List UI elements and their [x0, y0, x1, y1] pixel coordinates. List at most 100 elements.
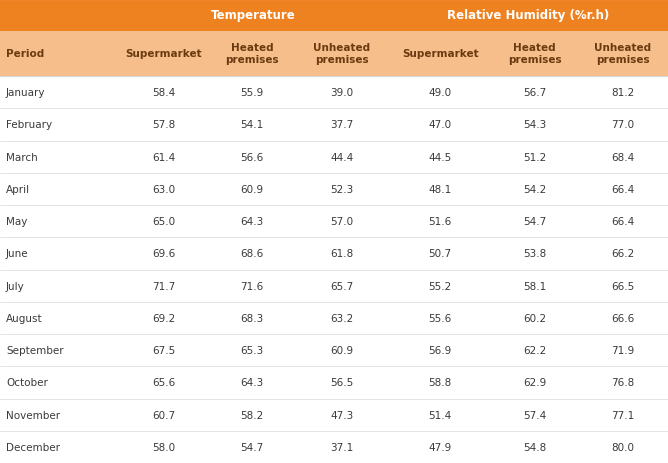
Text: 66.4: 66.4: [611, 217, 635, 227]
Text: 56.5: 56.5: [330, 377, 353, 388]
Text: 77.0: 77.0: [611, 120, 635, 130]
Text: 81.2: 81.2: [611, 88, 635, 98]
Text: 67.5: 67.5: [152, 345, 176, 356]
Text: 61.8: 61.8: [330, 249, 353, 259]
Text: 37.7: 37.7: [330, 120, 353, 130]
Text: 68.6: 68.6: [240, 249, 264, 259]
Text: 51.2: 51.2: [523, 152, 546, 163]
Text: 54.2: 54.2: [523, 184, 546, 194]
Text: 47.0: 47.0: [429, 120, 452, 130]
Text: 62.2: 62.2: [523, 345, 546, 356]
Text: 56.9: 56.9: [428, 345, 452, 356]
Text: 54.7: 54.7: [523, 217, 546, 227]
Text: 61.4: 61.4: [152, 152, 176, 163]
Text: 44.4: 44.4: [330, 152, 353, 163]
Text: 77.1: 77.1: [611, 410, 635, 420]
Bar: [0, 431, 668, 463]
Text: June: June: [6, 249, 29, 259]
Text: 44.5: 44.5: [428, 152, 452, 163]
Text: July: July: [6, 281, 25, 291]
Text: 66.4: 66.4: [611, 184, 635, 194]
Text: 51.4: 51.4: [428, 410, 452, 420]
Text: 71.9: 71.9: [611, 345, 635, 356]
Text: 63.2: 63.2: [330, 313, 353, 323]
Text: 60.2: 60.2: [523, 313, 546, 323]
Text: 66.2: 66.2: [611, 249, 635, 259]
Text: 65.7: 65.7: [330, 281, 353, 291]
Text: September: September: [6, 345, 63, 356]
Text: 51.6: 51.6: [428, 217, 452, 227]
Text: 62.9: 62.9: [523, 377, 546, 388]
Text: 57.0: 57.0: [330, 217, 353, 227]
Text: 69.2: 69.2: [152, 313, 176, 323]
Bar: [0, 141, 668, 173]
Text: October: October: [6, 377, 48, 388]
Text: 66.5: 66.5: [611, 281, 635, 291]
Text: 65.0: 65.0: [152, 217, 176, 227]
Bar: [0, 334, 668, 366]
Bar: [0, 270, 668, 302]
Text: 63.0: 63.0: [152, 184, 176, 194]
Bar: [0, 302, 668, 334]
Bar: [0, 0, 668, 31]
Text: 68.3: 68.3: [240, 313, 264, 323]
Text: 64.3: 64.3: [240, 217, 264, 227]
Text: 55.2: 55.2: [428, 281, 452, 291]
Text: 69.6: 69.6: [152, 249, 176, 259]
Text: 55.6: 55.6: [428, 313, 452, 323]
Text: 58.1: 58.1: [523, 281, 546, 291]
Text: 47.9: 47.9: [428, 442, 452, 452]
Bar: [0, 238, 668, 270]
Text: Supermarket: Supermarket: [126, 49, 202, 59]
Text: Temperature: Temperature: [211, 9, 296, 22]
Text: February: February: [6, 120, 52, 130]
Text: 65.3: 65.3: [240, 345, 264, 356]
Text: March: March: [6, 152, 38, 163]
Bar: [0, 31, 668, 77]
Text: 64.3: 64.3: [240, 377, 264, 388]
Text: 58.2: 58.2: [240, 410, 264, 420]
Text: 54.3: 54.3: [523, 120, 546, 130]
Text: Period: Period: [6, 49, 44, 59]
Text: 47.3: 47.3: [330, 410, 353, 420]
Text: 65.6: 65.6: [152, 377, 176, 388]
Text: 71.6: 71.6: [240, 281, 264, 291]
Text: 66.6: 66.6: [611, 313, 635, 323]
Text: 56.6: 56.6: [240, 152, 264, 163]
Text: 39.0: 39.0: [330, 88, 353, 98]
Text: April: April: [6, 184, 30, 194]
Text: 54.1: 54.1: [240, 120, 264, 130]
Text: Relative Humidity (%r.h): Relative Humidity (%r.h): [447, 9, 609, 22]
Text: 48.1: 48.1: [428, 184, 452, 194]
Text: 57.8: 57.8: [152, 120, 176, 130]
Text: 58.0: 58.0: [152, 442, 176, 452]
Text: Unheated
premises: Unheated premises: [313, 44, 370, 65]
Text: 37.1: 37.1: [330, 442, 353, 452]
Text: 76.8: 76.8: [611, 377, 635, 388]
Text: 55.9: 55.9: [240, 88, 264, 98]
Text: 52.3: 52.3: [330, 184, 353, 194]
Text: 60.9: 60.9: [330, 345, 353, 356]
Bar: [0, 399, 668, 431]
Text: Unheated
premises: Unheated premises: [595, 44, 651, 65]
Text: November: November: [6, 410, 60, 420]
Bar: [0, 173, 668, 206]
Text: 53.8: 53.8: [523, 249, 546, 259]
Text: 50.7: 50.7: [429, 249, 452, 259]
Text: 58.8: 58.8: [428, 377, 452, 388]
Text: 54.7: 54.7: [240, 442, 264, 452]
Text: January: January: [6, 88, 45, 98]
Text: 54.8: 54.8: [523, 442, 546, 452]
Text: 71.7: 71.7: [152, 281, 176, 291]
Text: May: May: [6, 217, 27, 227]
Text: Heated
premises: Heated premises: [225, 44, 279, 65]
Text: 56.7: 56.7: [523, 88, 546, 98]
Text: Supermarket: Supermarket: [401, 49, 478, 59]
Text: 80.0: 80.0: [611, 442, 635, 452]
Text: 57.4: 57.4: [523, 410, 546, 420]
Text: 60.7: 60.7: [152, 410, 176, 420]
Text: 58.4: 58.4: [152, 88, 176, 98]
Text: Heated
premises: Heated premises: [508, 44, 562, 65]
Bar: [0, 77, 668, 109]
Bar: [0, 366, 668, 399]
